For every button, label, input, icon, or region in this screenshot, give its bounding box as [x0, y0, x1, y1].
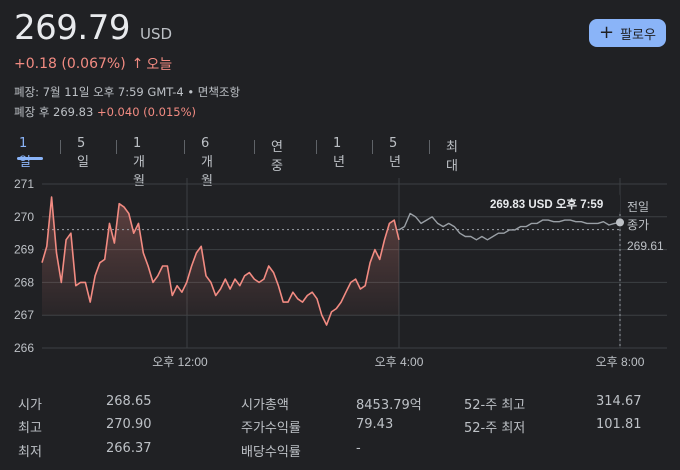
low52-value: 101.81	[596, 417, 642, 432]
price-header: 269.79 USD	[14, 8, 172, 48]
after-hours-price: 폐장 후 269.83	[14, 105, 94, 119]
svg-text:269.83 USD 오후 7:59: 269.83 USD 오후 7:59	[490, 197, 603, 211]
open-value: 268.65	[106, 394, 152, 409]
previous-close-text: 전일	[627, 200, 649, 214]
y-tick-label: 267	[14, 308, 34, 322]
tab-ytd[interactable]: 연중	[271, 140, 283, 174]
high52-label: 52-주 최고	[464, 398, 526, 413]
y-tick-label: 268	[14, 275, 34, 289]
after-hours-info: 폐장 후 269.83 +0.040 (0.015%)	[14, 104, 196, 120]
tab-6m[interactable]: 6개월	[201, 136, 213, 189]
tab-5y[interactable]: 5년	[389, 136, 401, 170]
low-value: 266.37	[106, 441, 152, 456]
close-info: 폐장: 7월 11일 오후 7:59 GMT-4 • 면책조항	[14, 85, 241, 99]
previous-close-text: 종가	[627, 218, 649, 232]
tab-1y[interactable]: 1년	[333, 136, 345, 170]
high52-value: 314.67	[596, 394, 642, 409]
regular-session-line	[41, 196, 400, 326]
pe-label: 주가수익률	[241, 421, 301, 436]
tab-divider	[254, 140, 255, 154]
tab-divider	[372, 140, 373, 154]
follow-button-label: 팔로우	[620, 27, 656, 43]
tab-1d[interactable]: 1일	[19, 136, 31, 170]
high-label: 최고	[18, 421, 42, 436]
div-label: 배당수익률	[241, 445, 301, 460]
tab-max[interactable]: 최대	[446, 140, 458, 174]
high-value: 270.90	[106, 417, 152, 432]
after-hours-change: +0.040 (0.015%)	[96, 105, 196, 119]
mktcap-value: 8453.79억	[356, 398, 422, 413]
active-tab-indicator	[17, 157, 43, 160]
change-value: +0.18 (0.067%)	[14, 56, 126, 72]
tab-divider	[429, 140, 430, 154]
x-tick-label: 오후 4:00	[375, 355, 424, 369]
y-tick-label: 269	[14, 243, 34, 257]
previous-close-text: 269.61	[627, 239, 664, 253]
current-price: 269.79	[14, 8, 130, 48]
x-tick-label: 오후 12:00	[152, 355, 208, 369]
tab-divider	[184, 140, 185, 154]
tab-5d[interactable]: 5일	[77, 136, 89, 170]
regular-session-area	[42, 197, 399, 325]
y-tick-label: 270	[14, 210, 34, 224]
low-label: 최저	[18, 445, 42, 460]
price-tooltip: 269.83 USD 오후 7:59	[482, 193, 620, 214]
y-tick-label: 271	[14, 177, 34, 191]
tab-divider	[60, 140, 61, 154]
cursor-point	[616, 218, 624, 227]
tab-divider	[316, 140, 317, 154]
low52-label: 52-주 최저	[464, 421, 526, 436]
tab-1m[interactable]: 1개월	[133, 136, 145, 189]
price-chart[interactable]: 271 270 269 268 267 266 오후 12:00 오후 4:00 오후 8:0…	[0, 170, 680, 380]
open-label: 시가	[18, 398, 42, 413]
y-axis: 271 270 269 268 267 266	[14, 177, 34, 355]
arrow-up-icon: ↑	[131, 56, 144, 72]
x-axis: 오후 12:00 오후 4:00 오후 8:00	[152, 355, 644, 369]
follow-button[interactable]: + 팔로우	[589, 19, 666, 47]
plus-icon: +	[599, 22, 615, 43]
tab-divider	[116, 140, 117, 154]
change-period: 오늘	[146, 57, 173, 73]
y-tick-label: 266	[14, 341, 34, 355]
pe-value: 79.43	[356, 417, 394, 432]
div-value: -	[356, 441, 361, 456]
currency-code: USD	[139, 25, 173, 43]
after-hours-line	[398, 212, 621, 241]
x-tick-label: 오후 8:00	[596, 355, 645, 369]
mktcap-label: 시가총액	[241, 398, 289, 413]
price-change: +0.18 (0.067%) ↑ 오늘	[14, 54, 172, 74]
